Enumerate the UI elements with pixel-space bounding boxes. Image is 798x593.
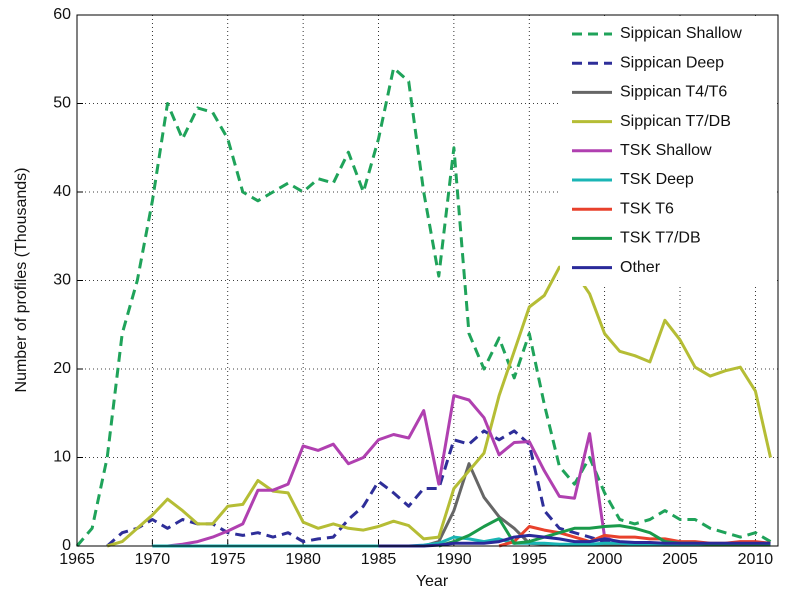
- legend-label: Other: [620, 259, 661, 276]
- series-line: [378, 533, 771, 548]
- legend-label: TSK Shallow: [620, 142, 712, 159]
- y-tick-label: 40: [53, 183, 71, 200]
- x-tick-label: 1980: [285, 551, 321, 568]
- x-tick-label: 1990: [436, 551, 472, 568]
- x-tick-label: 2010: [738, 551, 774, 568]
- legend-label: Sippican T4/T6: [620, 84, 727, 101]
- x-axis-label: Year: [416, 573, 449, 590]
- legend-label: TSK T6: [620, 200, 674, 217]
- legend-label: Sippican Shallow: [620, 25, 742, 42]
- plot-frame: [76, 14, 779, 547]
- x-tick-label: 1995: [511, 551, 547, 568]
- legend: Sippican Shallow Sippican Deep Sippican T4…: [560, 17, 776, 286]
- x-tick-label: 1965: [59, 551, 95, 568]
- y-tick-label: 20: [53, 360, 71, 377]
- y-tick-label: 50: [53, 95, 71, 112]
- legend-label: TSK T7/DB: [620, 230, 701, 247]
- y-axis-label: Number of profiles (Thousands): [13, 168, 30, 393]
- series-line: [106, 265, 772, 548]
- x-tick-label: 1975: [210, 551, 246, 568]
- y-tick-label: 60: [53, 6, 71, 23]
- series-line: [75, 66, 772, 547]
- legend-label: TSK Deep: [620, 171, 694, 188]
- legend-label: Sippican Deep: [620, 54, 724, 71]
- legend-label: Sippican T7/DB: [620, 113, 731, 130]
- y-tick-label: 10: [53, 449, 71, 466]
- x-tick-label: 1985: [361, 551, 397, 568]
- x-tick-label: 2000: [587, 551, 623, 568]
- x-tick-label: 2005: [662, 551, 698, 568]
- x-tick-label: 1970: [135, 551, 171, 568]
- y-tick-label: 0: [62, 537, 71, 554]
- y-tick-label: 30: [53, 272, 71, 289]
